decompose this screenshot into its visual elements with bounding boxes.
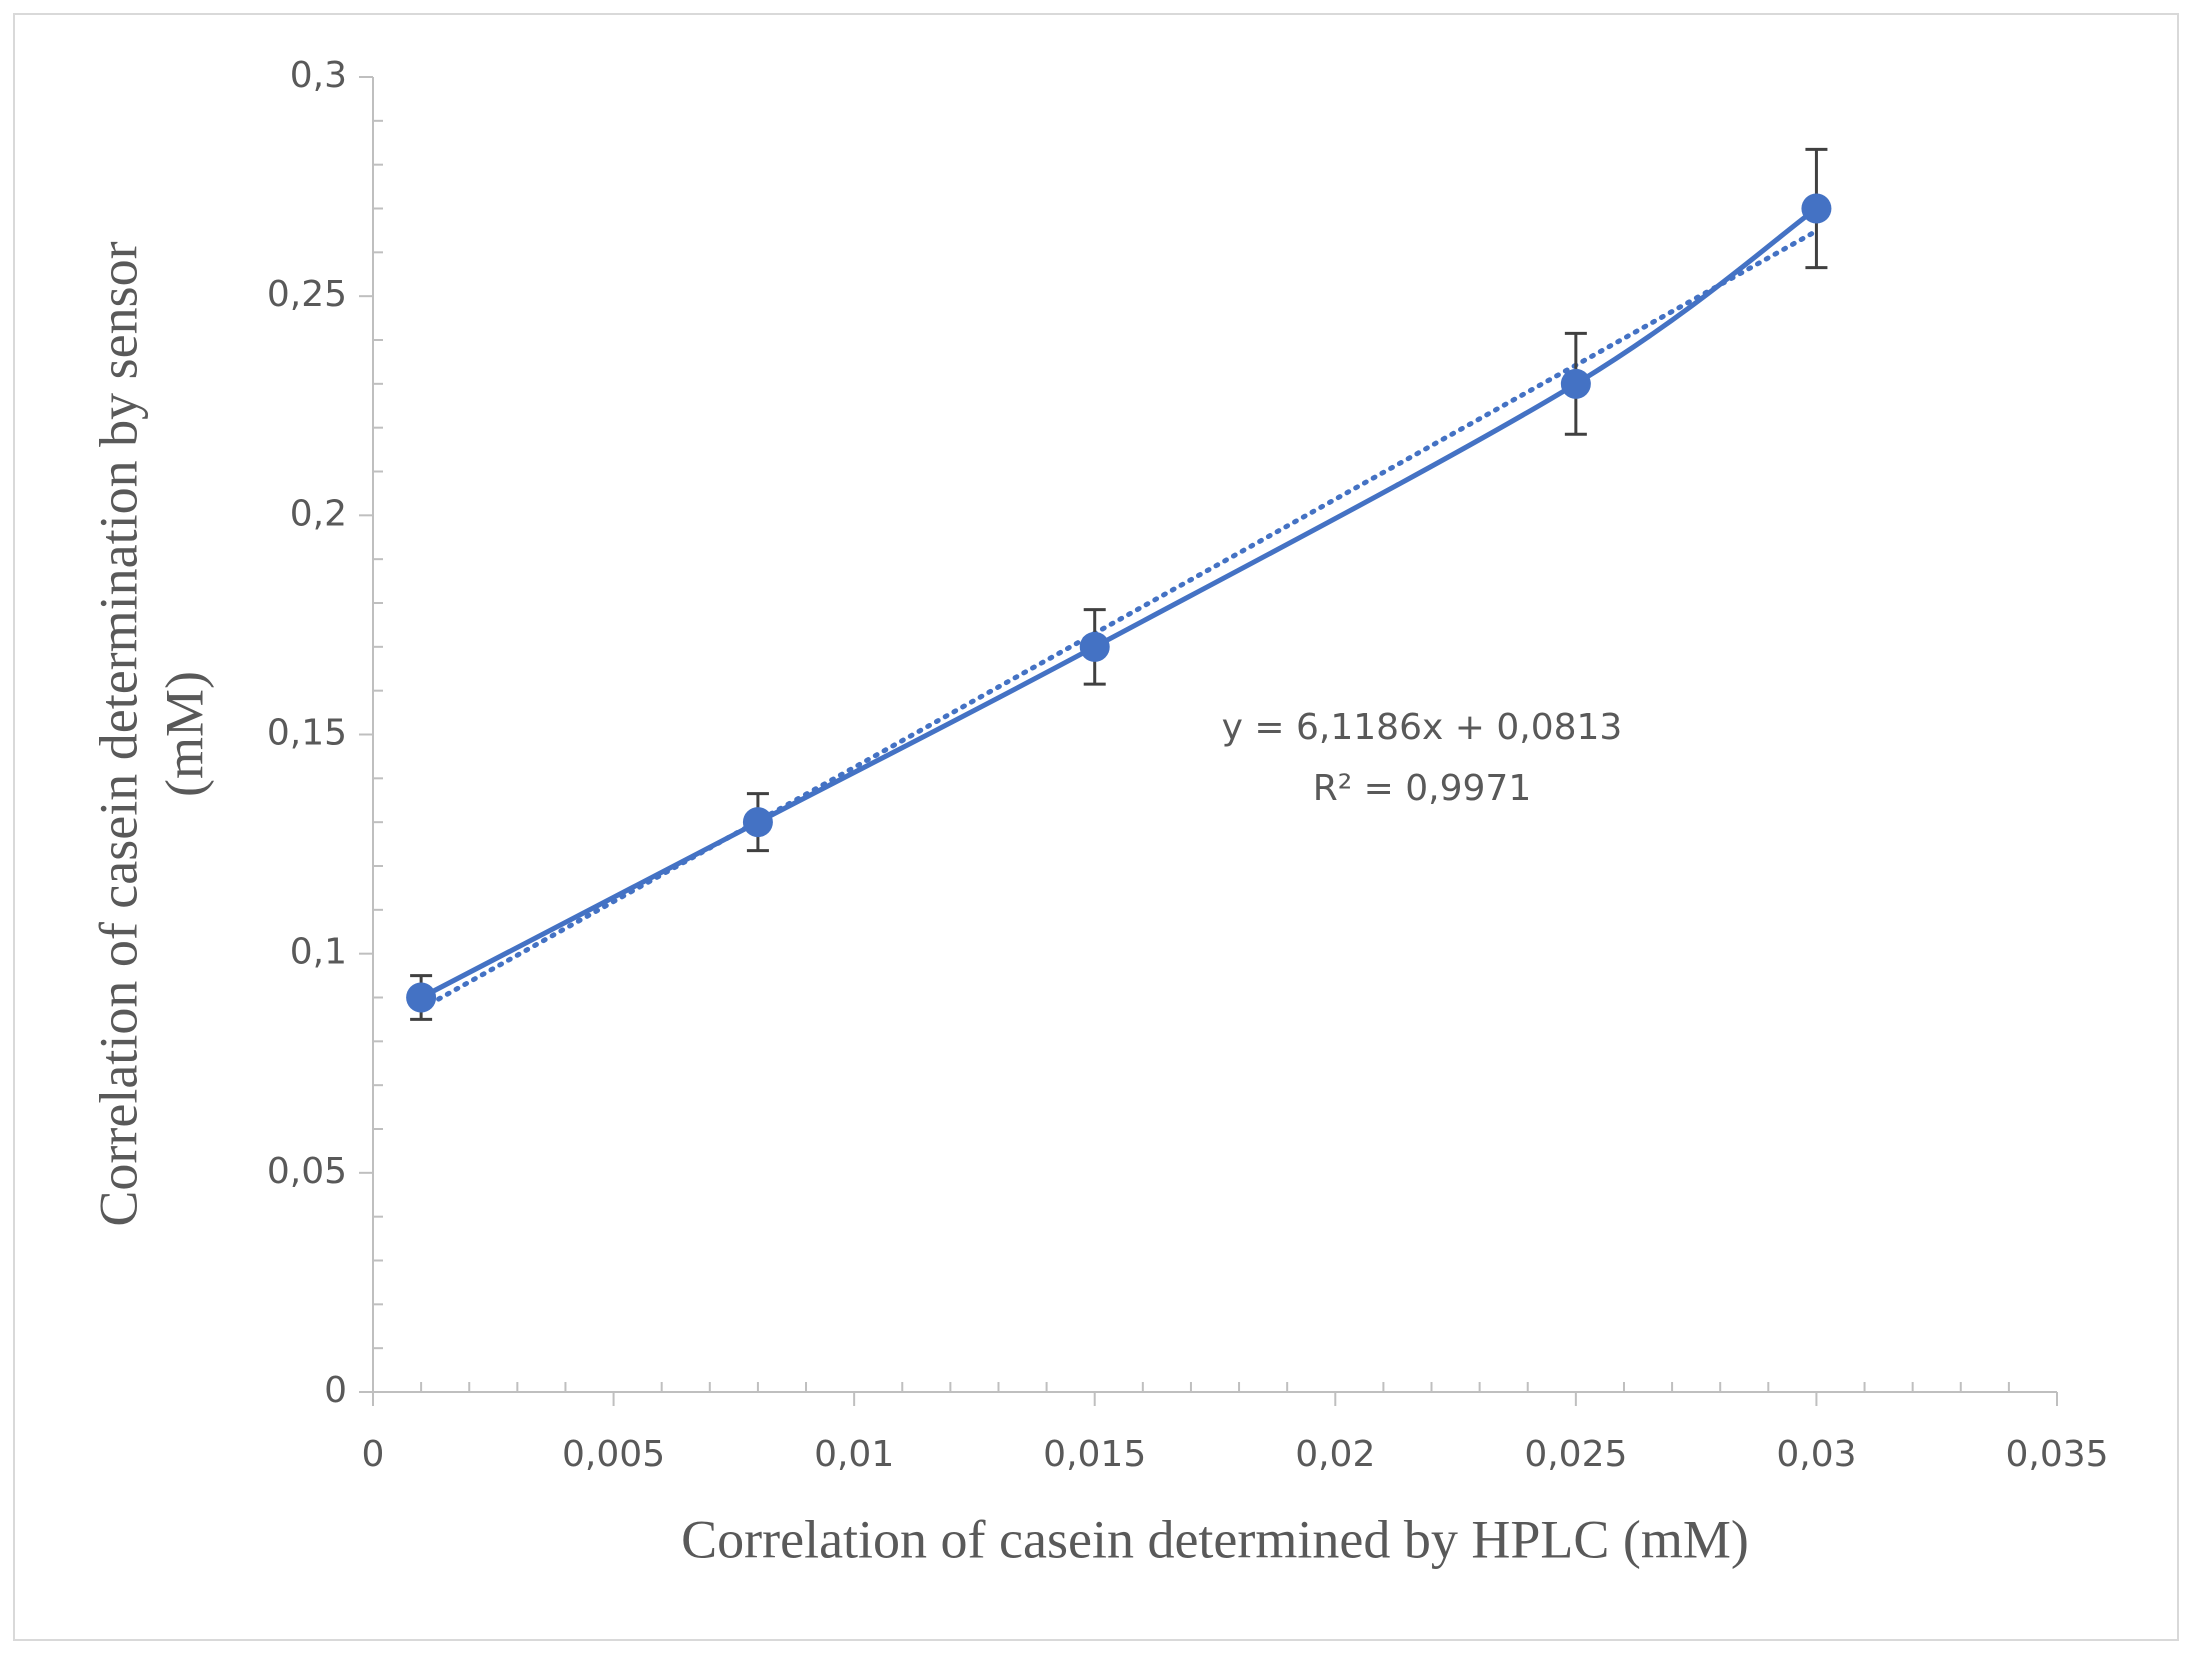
- x-tick-label: 0,025: [1524, 1434, 1627, 1475]
- point: [1079, 631, 1110, 662]
- point: [742, 807, 773, 838]
- trendline-equation: y = 6,1186x + 0,0813: [1222, 707, 1623, 748]
- x-tick-label: 0,005: [562, 1434, 665, 1475]
- y-tick-label: 0,3: [290, 55, 347, 96]
- y-tick-label: 0,05: [267, 1151, 347, 1192]
- chart-border: [13, 13, 2179, 1641]
- x-tick-label: 0,03: [1776, 1434, 1856, 1475]
- y-tick-label: 0,1: [290, 932, 347, 973]
- x-tick-label: 0,01: [814, 1434, 894, 1475]
- x-tick-label: 0,015: [1043, 1434, 1146, 1475]
- point: [1560, 368, 1591, 399]
- y-axis-title: Correlation of casein determination by s…: [88, 241, 148, 1226]
- y-tick-label: 0: [324, 1370, 347, 1411]
- y-tick-label: 0,25: [267, 274, 347, 315]
- x-axis-title: Correlation of casein determined by HPLC…: [681, 1509, 1749, 1569]
- r-squared: R² = 0,9971: [1313, 768, 1531, 809]
- point: [1801, 193, 1832, 224]
- x-tick-label: 0,035: [2005, 1434, 2108, 1475]
- y-tick-label: 0,15: [267, 713, 347, 754]
- x-tick-label: 0: [362, 1434, 385, 1475]
- y-axis-title: (mM): [154, 671, 214, 797]
- trendline: [418, 228, 1819, 1012]
- y-tick-label: 0,2: [290, 493, 347, 534]
- point: [406, 982, 437, 1013]
- x-tick-label: 0,02: [1295, 1434, 1375, 1475]
